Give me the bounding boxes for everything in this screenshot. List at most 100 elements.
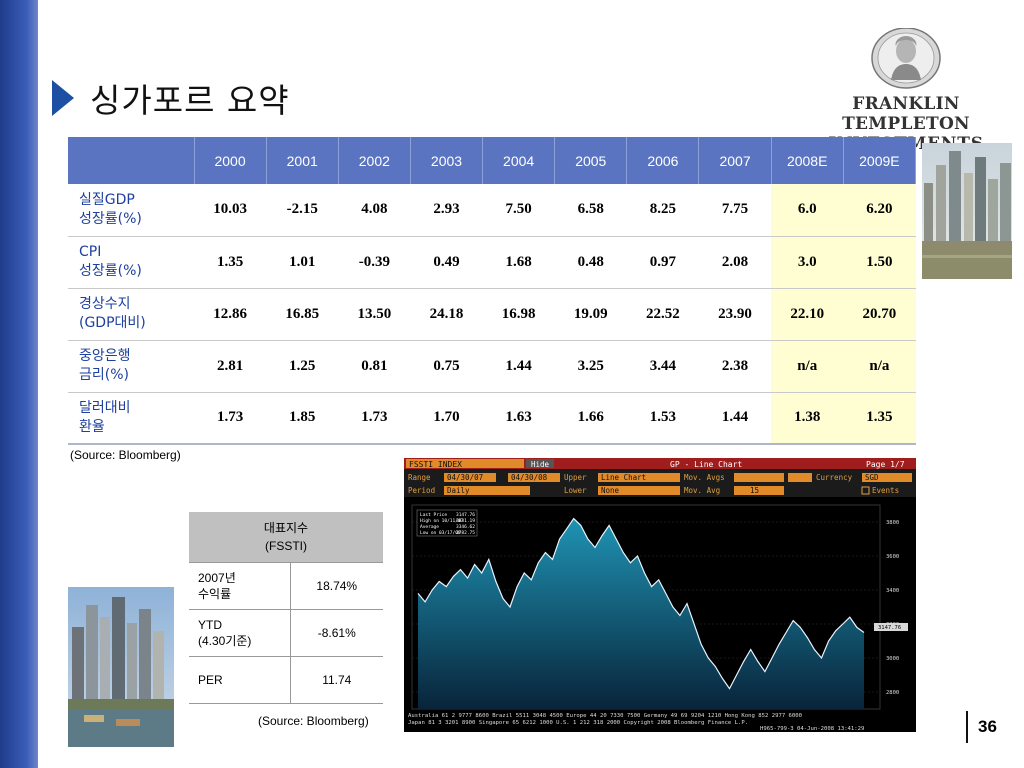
value-cell: 2.93 bbox=[410, 184, 483, 237]
bbg-period-label: Period bbox=[408, 486, 435, 495]
table-row: 달러대비 환율 1.73 1.85 1.73 1.70 1.63 1.66 1.53 1.44 1.… bbox=[68, 392, 916, 445]
left-accent-band bbox=[0, 0, 38, 768]
value-cell: 2.08 bbox=[698, 236, 772, 289]
index-header-cell: 대표지수 (FSSTI) bbox=[189, 512, 384, 563]
index-header-row: 대표지수 (FSSTI) bbox=[189, 512, 384, 563]
value-cell: 1.35 bbox=[843, 392, 916, 445]
bbg-y-tick: 3800 bbox=[886, 520, 899, 526]
value-cell: 24.18 bbox=[410, 288, 483, 341]
bbg-y-tick: 3000 bbox=[886, 656, 899, 662]
bbg-hide-label: Hide bbox=[531, 460, 550, 469]
value-cell: 1.63 bbox=[482, 392, 555, 445]
value-cell: 16.85 bbox=[266, 288, 339, 341]
bbg-footer-line2: Japan 81 3 3201 8900 Singapore 65 6212 1… bbox=[408, 720, 748, 726]
index-key: YTD (4.30기준) bbox=[189, 609, 291, 657]
value-cell: 0.81 bbox=[338, 340, 411, 393]
value-cell: 0.75 bbox=[410, 340, 483, 393]
bbg-y-axis: 380036003400320030002800 bbox=[886, 520, 899, 696]
bbg-lower-field[interactable] bbox=[598, 486, 680, 495]
bbg-last-price-tag bbox=[874, 623, 908, 631]
bbg-currency-value: SGD bbox=[865, 473, 879, 482]
year-header: 2000 bbox=[194, 137, 267, 184]
bbg-range-to-field[interactable] bbox=[508, 473, 560, 482]
row-label-line1: 경상수지 bbox=[79, 296, 131, 312]
source-note-bottom: (Source: Bloomberg) bbox=[258, 714, 369, 728]
bbg-upper-label: Upper bbox=[564, 473, 587, 482]
index-key-line1: YTD bbox=[198, 617, 222, 632]
bbg-stat-value-1: 3831.19 bbox=[456, 518, 475, 524]
bbg-mov-avgs-field-2[interactable] bbox=[788, 473, 812, 482]
value-cell: n/a bbox=[843, 340, 916, 393]
bbg-y-tick: 3600 bbox=[886, 554, 899, 560]
bbg-events-checkbox[interactable] bbox=[861, 486, 870, 495]
year-header: 2006 bbox=[626, 137, 700, 184]
row-label: 중앙은행 금리(%) bbox=[68, 340, 194, 393]
value-cell: 0.97 bbox=[626, 236, 699, 289]
table-body: 실질GDP 성장률(%) 10.03 -2.15 4.08 2.93 7.50 6.58 8.2… bbox=[68, 184, 916, 445]
year-header: 2001 bbox=[266, 137, 339, 184]
value-cell: 6.20 bbox=[843, 184, 916, 237]
bbg-period-field[interactable] bbox=[444, 486, 530, 495]
header-corner bbox=[68, 137, 195, 184]
bbg-chart-title: GP - Line Chart bbox=[670, 460, 742, 469]
economic-indicators-table: 2000 2001 2002 2003 2004 2005 2006 2007 2008E 200… bbox=[68, 137, 917, 445]
bbg-hide-button[interactable] bbox=[526, 459, 554, 468]
value-cell: 7.50 bbox=[482, 184, 555, 237]
bbg-currency-label: Currency bbox=[816, 473, 853, 482]
bbg-price-area bbox=[418, 518, 864, 709]
value-cell: 23.90 bbox=[698, 288, 772, 341]
value-cell: 2.81 bbox=[194, 340, 267, 393]
bbg-stat-value-0: 3147.76 bbox=[456, 512, 475, 518]
row-label-line1: CPI bbox=[79, 244, 102, 260]
bbg-lower-label: Lower bbox=[564, 486, 587, 495]
table-row: CPI 성장률(%) 1.35 1.01 -0.39 0.49 1.68 0.48 0.97 2.… bbox=[68, 236, 916, 289]
value-cell: 20.70 bbox=[843, 288, 916, 341]
row-label-line1: 달러대비 bbox=[79, 399, 131, 416]
value-cell: 0.49 bbox=[410, 236, 483, 289]
bbg-y-tick: 2800 bbox=[886, 690, 899, 696]
year-header: 2005 bbox=[554, 137, 628, 184]
value-cell: -0.39 bbox=[338, 236, 411, 289]
index-row: PER 11.74 bbox=[189, 656, 384, 704]
page-title: 싱가포르 요약 bbox=[90, 81, 290, 120]
source-note-top: (Source: Bloomberg) bbox=[70, 448, 181, 462]
value-cell: 22.52 bbox=[626, 288, 699, 341]
bbg-mov-avgs-field[interactable] bbox=[734, 473, 784, 482]
row-label-line2: (GDP대비) bbox=[79, 315, 146, 331]
row-label-line1: 실질GDP bbox=[79, 191, 135, 208]
index-row: 2007년 수익률 18.74% bbox=[189, 562, 384, 610]
index-key-line2: (4.30기준) bbox=[198, 633, 252, 648]
bbg-lower-value: None bbox=[601, 486, 620, 495]
index-value: 11.74 bbox=[290, 656, 384, 704]
value-cell: 1.01 bbox=[266, 236, 339, 289]
bbg-stat-label-0: Last Price bbox=[420, 512, 447, 518]
bbg-stat-label-1: High on 10/11/07 bbox=[420, 518, 464, 524]
bbg-ticker-field[interactable] bbox=[406, 459, 524, 468]
bbg-mov-avg-label: Mov. Avg bbox=[684, 486, 720, 495]
value-cell: 10.03 bbox=[194, 184, 267, 237]
index-key-line1: 2007년 bbox=[198, 570, 236, 585]
value-cell: 4.08 bbox=[338, 184, 411, 237]
bbg-last-price-label: 3147.76 bbox=[878, 625, 901, 631]
bbg-range-from-field[interactable] bbox=[444, 473, 496, 482]
value-cell: 13.50 bbox=[338, 288, 411, 341]
value-cell: 3.25 bbox=[554, 340, 627, 393]
bbg-upper-field[interactable] bbox=[598, 473, 680, 482]
index-row: YTD (4.30기준) -8.61% bbox=[189, 609, 384, 657]
index-key: PER bbox=[189, 656, 291, 704]
value-cell: 0.48 bbox=[554, 236, 627, 289]
year-header: 2003 bbox=[410, 137, 484, 184]
row-label-line2: 환율 bbox=[79, 418, 105, 435]
value-cell: 1.73 bbox=[338, 392, 411, 445]
value-cell: 3.0 bbox=[771, 236, 844, 289]
table-row: 중앙은행 금리(%) 2.81 1.25 0.81 0.75 1.44 3.25 3.44 2.3… bbox=[68, 340, 916, 393]
bbg-stat-value-3: 2782.75 bbox=[456, 530, 475, 536]
index-value: 18.74% bbox=[290, 562, 384, 610]
value-cell: 7.75 bbox=[698, 184, 772, 237]
franklin-portrait-icon bbox=[871, 28, 941, 89]
year-header: 2004 bbox=[482, 137, 556, 184]
table-row: 경상수지 (GDP대비) 12.86 16.85 13.50 24.18 16.98 19.0… bbox=[68, 288, 916, 341]
bbg-mov-avg-field[interactable] bbox=[734, 486, 784, 495]
bbg-currency-field[interactable] bbox=[862, 473, 912, 482]
